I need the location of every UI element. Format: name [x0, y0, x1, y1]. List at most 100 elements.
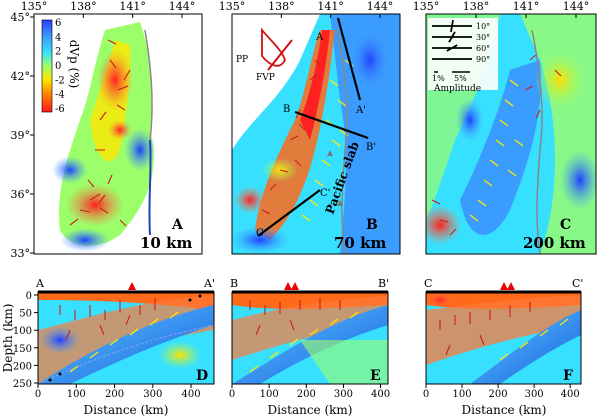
section-f-end: C' [572, 277, 583, 290]
section-f: C C' F [424, 277, 583, 385]
panel-c-depth: 200 km [523, 234, 586, 252]
profile-c-start: C [256, 228, 264, 239]
section-e-end: B' [378, 277, 389, 290]
longitude-tick-label: 141° [317, 0, 344, 13]
amp-legend-symbol [432, 44, 472, 52]
depth-tick-label: 150 [13, 344, 32, 355]
distance-tick-label: 0 [423, 389, 429, 400]
amp-legend-row: 30° [432, 31, 490, 43]
distance-tick-label: 200 [105, 389, 124, 400]
section-e-start: B [230, 277, 238, 290]
depth-tick-label: 50 [19, 309, 32, 320]
amp-legend-label: 60° [476, 44, 490, 53]
section-e-letter: E [370, 368, 381, 384]
longitude-tick-label: 138° [268, 0, 295, 13]
colorbar: 6 4 2 0 -2 -4 -6 dVp (%) [41, 18, 81, 115]
panel-b-depth: 70 km [334, 234, 386, 252]
longitude-tick-label: 138° [463, 0, 490, 13]
colorbar-tick-label: -2 [55, 75, 65, 86]
amp-legend-label: 10° [476, 22, 490, 31]
longitude-tick-label: 144° [563, 0, 590, 13]
distance-tick-label: 100 [260, 389, 279, 400]
section-f-letter: F [563, 368, 573, 384]
amp-legend-row: 90° [432, 55, 490, 64]
profile-b-start: B [283, 104, 290, 115]
distance-tick-label: 100 [67, 389, 86, 400]
map-panel-b: A A' B B' C C' PP FVP Pacific slab B 70 … [231, 13, 401, 255]
distance-tick-label: 400 [181, 389, 200, 400]
depth-tick-label: 200 [13, 361, 32, 372]
distance-tick-label: 300 [143, 389, 162, 400]
amp-scale-max: 5% [454, 74, 467, 83]
distance-tick-label: 0 [229, 389, 235, 400]
section-d-start: A [35, 277, 45, 290]
depth-tick-label: 0 [26, 291, 32, 302]
colorbar-tick-label: 2 [55, 47, 61, 58]
section-e: B B' E [230, 277, 389, 385]
latitude-tick-label: 45° [11, 11, 31, 24]
depth-tick-label: 250 [13, 379, 32, 390]
map-panel-a: A 10 km [33, 13, 203, 255]
latitude-tick-label: 39° [11, 129, 31, 142]
inset-label-pp: PP [236, 55, 248, 65]
longitude-tick-label: 141° [513, 0, 540, 13]
longitude-tick-label: 138° [70, 0, 97, 13]
amp-legend-row: 10° [432, 19, 490, 33]
distance-tick-label: 300 [525, 389, 544, 400]
amp-label: Amplitude [433, 84, 481, 94]
panel-a-depth: 10 km [140, 234, 192, 252]
distance-tick-label: 300 [334, 389, 353, 400]
distance-tick-label: 200 [297, 389, 316, 400]
longitude-tick-label: 135° [219, 0, 246, 13]
colorbar-tick-label: 4 [55, 32, 61, 43]
amp-scale-min: 1% [432, 74, 445, 83]
amp-legend-label: 30° [476, 33, 490, 42]
profile-a-start: A [315, 32, 324, 43]
amp-legend-label: 90° [476, 55, 490, 64]
amp-legend-symbol [432, 19, 472, 33]
colorbar-title: dVp (%) [67, 40, 81, 89]
amp-legend-symbol [432, 31, 472, 43]
panel-b-letter: B [366, 217, 378, 233]
longitude-tick-label: 144° [367, 0, 394, 13]
colorbar-tick-label: 0 [55, 61, 61, 72]
distance-tick-label: 400 [561, 389, 580, 400]
latitude-tick-label: 42° [11, 70, 31, 83]
longitude-tick-label: 135° [21, 0, 48, 13]
profile-lines [257, 17, 369, 237]
longitude-tick-label: 135° [413, 0, 440, 13]
amp-legend-row: 60° [432, 44, 490, 53]
section-e-xlabel: Distance (km) [268, 403, 353, 417]
distance-tick-label: 400 [371, 389, 390, 400]
latitude-tick-label: 33° [11, 247, 31, 260]
distance-tick-label: 0 [35, 389, 41, 400]
longitude-tick-label: 141° [119, 0, 146, 13]
distance-tick-label: 100 [452, 389, 471, 400]
amplitude-legend: 10° 30° 60° 90° 1% 5% Amplitude [428, 18, 498, 94]
anisotropy-bars-a [69, 39, 131, 227]
profile-c-end: C' [320, 188, 330, 199]
colorbar-tick-label: 6 [55, 18, 61, 29]
section-f-start: C [424, 277, 432, 290]
anisotropy-bars-c-slab [469, 79, 524, 222]
section-d-xlabel: Distance (km) [84, 403, 169, 417]
panel-a-letter: A [171, 217, 184, 233]
section-d-letter: D [196, 368, 208, 384]
section-ylabel: Depth (km) [1, 304, 15, 373]
latitude-tick-label: 36° [11, 188, 31, 201]
depth-tick-label: 100 [13, 326, 32, 337]
panel-c-letter: C [560, 217, 571, 233]
inset-label-fvp: FVP [256, 73, 275, 83]
section-f-xlabel: Distance (km) [462, 403, 547, 417]
colorbar-tick-label: -4 [55, 90, 65, 101]
distance-tick-label: 200 [489, 389, 508, 400]
map-axis-ticks: 135° 138° 141° 144° 135° 138° 141° 144° 135° 138°… [11, 0, 590, 260]
longitude-tick-label: 144° [169, 0, 196, 13]
colorbar-tick-label: -6 [55, 104, 65, 115]
profile-a-end: A' [355, 105, 366, 116]
section-d: A A' D [35, 277, 215, 385]
profile-b-end: B' [366, 142, 376, 153]
anisotropy-bars-c-wedge [431, 54, 562, 236]
